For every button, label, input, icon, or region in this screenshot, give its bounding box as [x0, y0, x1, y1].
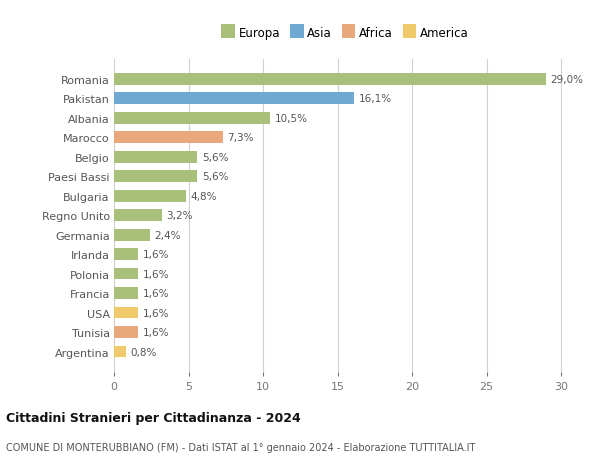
- Bar: [114, 93, 354, 105]
- Bar: [114, 171, 197, 183]
- Bar: [114, 74, 546, 85]
- Bar: [114, 307, 138, 319]
- Text: 0,8%: 0,8%: [130, 347, 157, 357]
- Text: 1,6%: 1,6%: [142, 288, 169, 298]
- Bar: [114, 288, 138, 299]
- Text: 16,1%: 16,1%: [358, 94, 392, 104]
- Bar: [114, 326, 138, 338]
- Bar: [114, 151, 197, 163]
- Bar: [114, 346, 126, 358]
- Legend: Europa, Asia, Africa, America: Europa, Asia, Africa, America: [218, 25, 472, 43]
- Text: 1,6%: 1,6%: [142, 308, 169, 318]
- Bar: [114, 249, 138, 260]
- Text: 7,3%: 7,3%: [227, 133, 254, 143]
- Text: 3,2%: 3,2%: [166, 211, 193, 221]
- Bar: [114, 113, 271, 124]
- Text: 2,4%: 2,4%: [154, 230, 181, 240]
- Text: 5,6%: 5,6%: [202, 152, 229, 162]
- Bar: [114, 268, 138, 280]
- Text: 1,6%: 1,6%: [142, 250, 169, 260]
- Text: 1,6%: 1,6%: [142, 327, 169, 337]
- Bar: [114, 210, 161, 222]
- Text: 29,0%: 29,0%: [551, 75, 584, 84]
- Bar: [114, 230, 150, 241]
- Text: 1,6%: 1,6%: [142, 269, 169, 279]
- Text: Cittadini Stranieri per Cittadinanza - 2024: Cittadini Stranieri per Cittadinanza - 2…: [6, 412, 301, 425]
- Text: 10,5%: 10,5%: [275, 113, 308, 123]
- Bar: [114, 132, 223, 144]
- Bar: [114, 190, 185, 202]
- Text: 4,8%: 4,8%: [190, 191, 217, 202]
- Text: COMUNE DI MONTERUBBIANO (FM) - Dati ISTAT al 1° gennaio 2024 - Elaborazione TUTT: COMUNE DI MONTERUBBIANO (FM) - Dati ISTA…: [6, 442, 475, 452]
- Text: 5,6%: 5,6%: [202, 172, 229, 182]
